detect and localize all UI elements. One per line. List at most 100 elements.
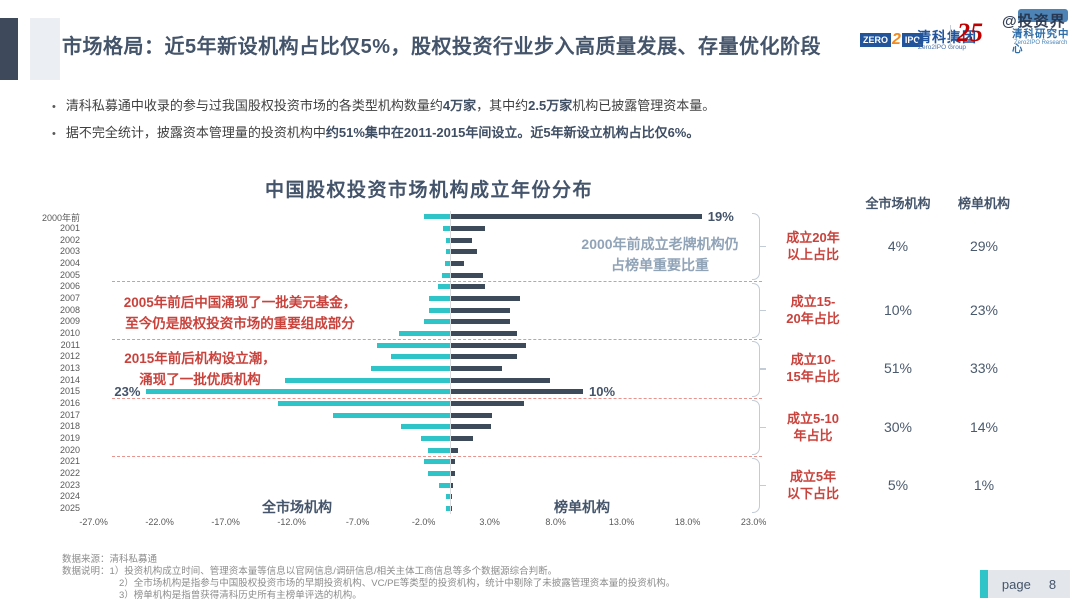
bullet-1: • 清科私募通中收录的参与过我国股权投资市场的各类型机构数量约4万家，其中约2.5… — [52, 95, 1032, 114]
year-label: 2000年前 — [41, 213, 80, 224]
title-accent-block — [30, 18, 60, 80]
bar-list — [451, 377, 550, 383]
bar-list — [451, 284, 486, 290]
bar-all-market — [438, 284, 450, 290]
group-label: 成立15- 20年占比 — [758, 293, 868, 327]
group-label-line: 成立5年 — [789, 469, 837, 485]
annotation-2015-wave: 2015年前后机构设立潮， 涌现了一批优质机构 — [95, 348, 305, 390]
bullet-2: • 据不完全统计，披露资本管理量的投资机构中约51%集中在2011-2015年间设… — [52, 122, 1032, 141]
bar-list — [451, 435, 474, 441]
group-value-all-market: 51% — [883, 360, 913, 377]
x-axis-tick-label: -17.0% — [211, 517, 240, 527]
year-label: 2020 — [59, 444, 80, 455]
bar-all-market — [423, 459, 450, 465]
group-separator-dashed — [112, 339, 762, 341]
group-bracket-nub — [760, 368, 766, 370]
bar-all-market — [390, 354, 450, 360]
bar-list — [451, 354, 517, 360]
bar-all-market — [370, 365, 450, 371]
year-label: 2003 — [59, 246, 80, 257]
page-label: page — [1001, 576, 1031, 592]
group-separator-dashed — [112, 455, 762, 457]
chart-title: 中国股权投资市场机构成立年份分布 — [265, 180, 594, 201]
bar-all-market — [439, 482, 450, 488]
year-label: 2017 — [59, 409, 80, 420]
page-number: 8 — [1048, 576, 1057, 592]
bar-all-market — [377, 342, 450, 348]
group-bracket-nub — [760, 426, 766, 428]
annotation-line: 至今仍是股权投资市场的重要组成部分 — [125, 316, 355, 331]
x-axis-tick-label: 23.0% — [740, 517, 767, 527]
bar-all-market — [398, 330, 450, 336]
page-title: 市场格局：近5年新设机构占比仅5%，股权投资行业步入高质量发展、存量优化阶段 — [62, 36, 822, 58]
bar-all-market — [146, 389, 450, 395]
x-axis-tick-label: -22.0% — [145, 517, 174, 527]
annotation-line: 2000年前成立老牌机构仍 — [581, 236, 739, 252]
bar-list — [451, 342, 527, 348]
year-label: 2023 — [59, 479, 80, 490]
group-label-line: 以上占比 — [786, 246, 839, 262]
bar-list — [451, 389, 583, 395]
year-label: 2025 — [59, 502, 80, 513]
series-label-list: 榜单机构 — [554, 499, 610, 515]
bar-list — [451, 447, 458, 453]
bar-all-market — [278, 400, 450, 406]
year-label: 2011 — [60, 339, 80, 350]
bullet-segment: 机构已披露管理资本量。 — [572, 98, 716, 113]
x-axis-tick-label: -27.0% — [79, 517, 108, 527]
research-center-cn: 清科研究中心 — [1012, 28, 1070, 55]
year-label: 2002 — [59, 234, 80, 245]
bar-list — [451, 505, 452, 511]
group-value-list: 23% — [969, 302, 999, 319]
bullet-segment: 清科私募通中收录的参与过我国股权投资市场的各类型机构数量约 — [65, 98, 443, 113]
bar-all-market — [332, 412, 450, 418]
group-label-line: 成立15- — [790, 294, 836, 310]
group-value-all-market: 4% — [887, 237, 909, 254]
bar-value-label: 19% — [707, 208, 734, 224]
data-source: 数据来源：清科私募通 — [62, 554, 158, 565]
group-label: 成立5-10 年占比 — [758, 410, 868, 444]
annotation-line: 2015年前后机构设立潮， — [124, 351, 276, 366]
year-label: 2012 — [59, 351, 80, 362]
data-note-3: 3）榜单机构是指曾获得清科历史所有主榜单评选的机构。 — [119, 590, 362, 601]
year-label: 2010 — [59, 327, 80, 338]
zero2ipo-logo-zero: ZERO — [860, 33, 892, 47]
bar-list — [451, 482, 453, 488]
group-label-line: 15年占比 — [786, 369, 840, 385]
zero2ipo-group-en: Zero2IPO Group — [918, 44, 967, 51]
zero-axis-line — [450, 211, 451, 514]
bar-list — [451, 295, 520, 301]
bar-list — [451, 424, 491, 430]
title-accent-bar — [0, 18, 18, 80]
year-label: 2009 — [59, 316, 80, 327]
bar-value-label: 10% — [589, 383, 616, 399]
x-axis-tick-label: -2.0% — [411, 517, 436, 527]
data-note-2: 2）全市场机构是指参与中国股权投资市场的早期投资机构、VC/PE等类型的投资机构… — [119, 578, 676, 589]
annotation-old-institutions: 2000年前成立老牌机构仍 占榜单重要比重 — [560, 234, 760, 276]
year-label: 2021 — [59, 456, 80, 467]
bar-all-market — [443, 225, 450, 231]
group-bracket-nub — [760, 485, 766, 487]
bar-value-label: 23% — [114, 383, 141, 399]
x-axis-tick-label: -12.0% — [277, 517, 306, 527]
bar-all-market — [446, 505, 450, 511]
bullet-segment: 约51%集中在2011-2015年间设立。近5年新设立机构占比仅6%。 — [325, 125, 700, 140]
bar-all-market — [401, 424, 450, 430]
annotation-line: 涌现了一批优质机构 — [139, 372, 261, 387]
bullet-segment: ，其中约 — [476, 98, 529, 113]
bar-all-market — [444, 260, 450, 266]
bar-list — [451, 319, 511, 325]
zero2ipo-logo-ipo: IPO — [901, 33, 924, 47]
bar-all-market — [427, 447, 450, 453]
annotation-line: 占榜单重要比重 — [611, 257, 709, 273]
bar-all-market — [423, 214, 450, 220]
group-label-line: 年占比 — [793, 427, 833, 443]
group-value-list: 14% — [969, 418, 999, 435]
watermark-text: @投资界 — [1002, 13, 1066, 30]
group-bracket-nub — [760, 310, 766, 312]
group-label-line: 以下占比 — [786, 486, 839, 502]
table-header-all-market: 全市场机构 — [865, 196, 931, 211]
annotation-line: 2005年前后中国涌现了一批美元基金， — [123, 295, 357, 310]
group-value-all-market: 10% — [883, 302, 913, 319]
